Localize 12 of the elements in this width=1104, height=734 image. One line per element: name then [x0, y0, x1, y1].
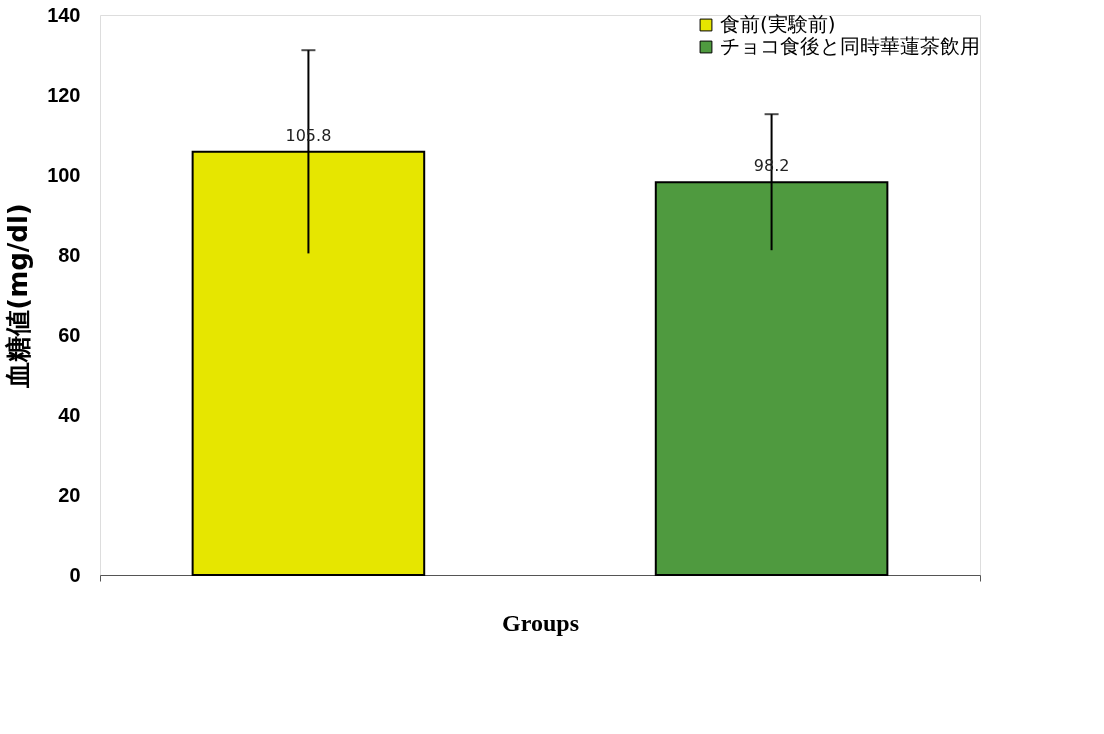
legend-label: 食前(実験前) — [720, 12, 836, 36]
y-tick-label: 80 — [58, 243, 81, 266]
y-tick-label: 20 — [58, 483, 81, 506]
legend-label: チョコ食後と同時華蓮茶飲用 — [720, 34, 980, 58]
y-axis-title: 血糖値(mg/dl) — [3, 203, 34, 389]
y-tick-label: 120 — [47, 83, 81, 106]
y-tick-label: 140 — [47, 3, 81, 26]
y-tick-label: 0 — [69, 563, 81, 586]
y-tick-label: 100 — [47, 163, 81, 186]
y-tick-label: 40 — [58, 403, 81, 426]
x-axis-title: Groups — [502, 610, 579, 636]
y-tick-label: 60 — [58, 323, 81, 346]
